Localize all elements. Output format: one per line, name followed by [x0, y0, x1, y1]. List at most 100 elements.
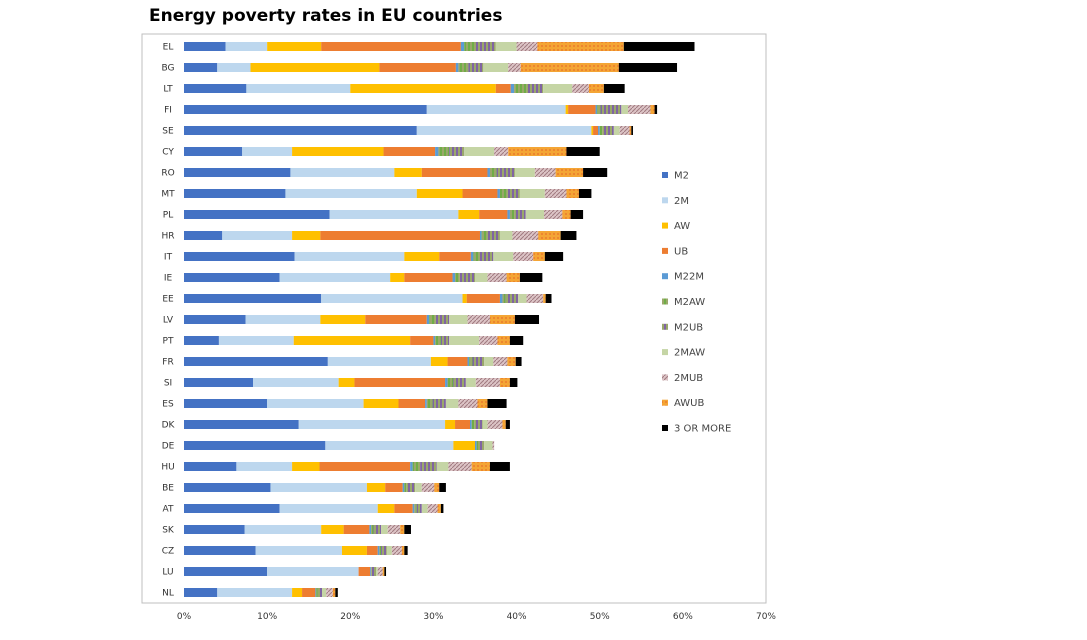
legend-label: 2MUB — [674, 373, 703, 384]
bar-segment — [449, 147, 465, 156]
bar-segment — [599, 126, 603, 135]
bar-segment — [560, 231, 577, 240]
bar-segment — [475, 441, 477, 450]
bar-segment — [613, 126, 620, 135]
bar-segment — [384, 567, 387, 576]
bar-segment — [427, 504, 438, 513]
bar-segment — [225, 42, 268, 51]
bar-segment — [415, 483, 422, 492]
bar-segment — [404, 273, 453, 282]
legend-label: M2 — [674, 171, 689, 182]
bar-segment — [184, 42, 226, 51]
bar-segment — [519, 273, 543, 282]
bar-segment — [267, 567, 359, 576]
bar-segment — [410, 336, 434, 345]
bar-segment — [474, 420, 483, 429]
bar-segment — [475, 378, 500, 387]
bar-segment — [460, 42, 465, 51]
bar-segment — [499, 294, 503, 303]
bar-segment — [449, 315, 468, 324]
bar-segment — [366, 483, 386, 492]
bar-segment — [382, 567, 385, 576]
bar-segment — [421, 168, 488, 177]
legend-label: AWUB — [674, 398, 705, 409]
bar-segment — [302, 588, 316, 597]
bar-segment — [459, 273, 475, 282]
bar-segment — [619, 126, 630, 135]
bar-segment — [319, 462, 411, 471]
bar-segment — [416, 504, 422, 513]
bar-segment — [387, 525, 401, 534]
bar-segment — [627, 105, 651, 114]
bar-segment — [621, 105, 628, 114]
bar-segment — [526, 294, 544, 303]
x-tick-label: 70% — [756, 612, 776, 622]
bar-segment — [341, 546, 367, 555]
bar-segment — [572, 84, 589, 93]
bar-segment — [514, 210, 526, 219]
bar-segment — [377, 546, 380, 555]
bar-segment — [416, 126, 592, 135]
bar-segment — [184, 588, 218, 597]
bar-segment — [294, 252, 405, 261]
bar-segment — [507, 357, 516, 366]
bar-segment — [445, 399, 459, 408]
bar-segment — [365, 315, 427, 324]
category-label: DK — [162, 421, 176, 431]
bar-segment — [445, 378, 448, 387]
bar-segment — [600, 105, 622, 114]
bar-segment — [222, 231, 293, 240]
bar-segment — [402, 483, 405, 492]
bar-segment — [496, 168, 515, 177]
bar-segment — [343, 525, 370, 534]
legend-swatch — [662, 222, 668, 229]
bar-segment — [505, 420, 510, 429]
bar-segment — [514, 315, 540, 324]
bar-segment — [371, 525, 374, 534]
bar-segment — [464, 42, 475, 51]
bar-segment — [217, 588, 293, 597]
bar-segment — [448, 462, 472, 471]
bar-segment — [386, 546, 392, 555]
bar-segment — [526, 84, 544, 93]
bar-segment — [544, 210, 563, 219]
bar-segment — [236, 462, 293, 471]
bar-segment — [246, 84, 351, 93]
bar-segment — [440, 336, 450, 345]
bar-segment — [184, 504, 280, 513]
legend-label: AW — [674, 221, 690, 232]
bar-segment — [544, 189, 567, 198]
bar-segment — [479, 252, 494, 261]
bar-segment — [471, 420, 475, 429]
bar-segment — [371, 567, 377, 576]
bar-segment — [578, 189, 592, 198]
bar-segment — [499, 189, 508, 198]
bar-segment — [629, 126, 632, 135]
bar-segment — [426, 105, 566, 114]
bar-segment — [484, 357, 494, 366]
bar-segment — [385, 483, 403, 492]
bar-segment — [494, 147, 509, 156]
plot-frame — [141, 33, 767, 604]
bar-segment — [322, 588, 327, 597]
bar-segment — [513, 252, 534, 261]
bar-segment — [631, 126, 633, 135]
x-tick-label: 30% — [423, 612, 443, 622]
legend-label: 2M — [674, 196, 689, 207]
bar-segment — [515, 357, 522, 366]
category-label: DE — [162, 442, 175, 452]
bar-segment — [544, 252, 564, 261]
bar-segment — [435, 147, 439, 156]
bar-segment — [484, 441, 493, 450]
bar-segment — [466, 294, 500, 303]
bar-segment — [440, 504, 444, 513]
bar-segment — [438, 147, 450, 156]
bar-segment — [412, 504, 415, 513]
category-label: BE — [162, 484, 174, 494]
bar-segment — [255, 546, 342, 555]
bar-segment — [507, 189, 520, 198]
bar-segment — [435, 336, 441, 345]
bar-segment — [506, 273, 520, 282]
category-label: SK — [162, 526, 175, 536]
bar-segment — [184, 462, 237, 471]
